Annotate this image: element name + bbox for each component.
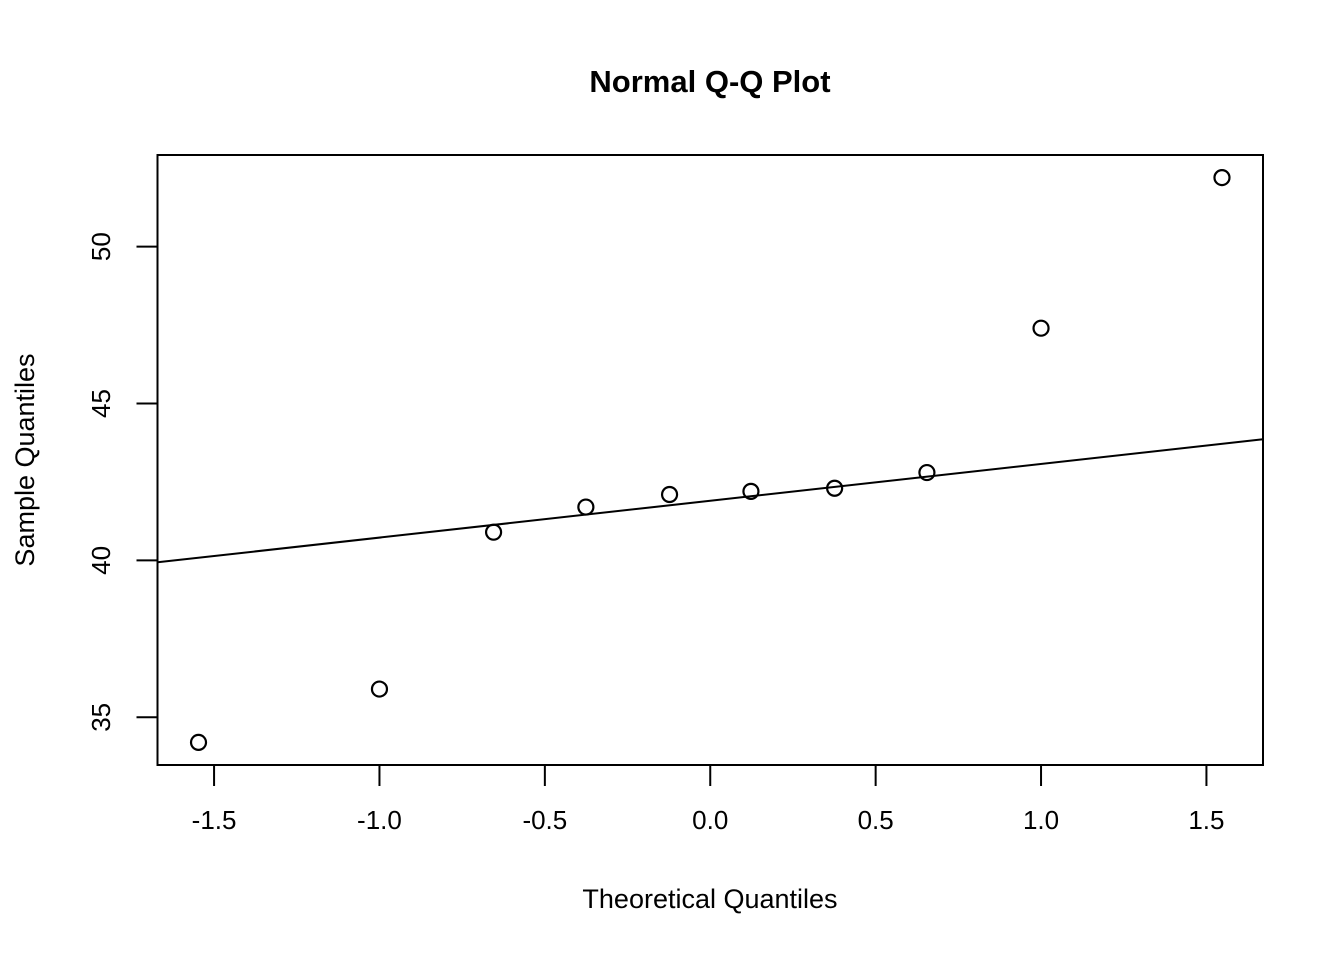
data-point [826, 479, 844, 497]
y-tick-label: 50 [86, 232, 116, 261]
data-point [660, 485, 679, 504]
x-tick-label: 1.0 [1023, 805, 1059, 835]
x-tick-label: -1.5 [192, 805, 237, 835]
y-axis-ticks: 35 40 45 50 [86, 232, 157, 732]
chart-title: Normal Q-Q Plot [589, 64, 830, 99]
data-point [484, 523, 503, 541]
x-axis-label: Theoretical Quantiles [582, 884, 837, 914]
x-tick-label: -0.5 [522, 805, 567, 835]
qq-reference-line [157, 438, 1264, 564]
data-point [1213, 168, 1231, 187]
data-point [918, 463, 936, 482]
data-point [577, 498, 595, 516]
data-point [189, 733, 208, 752]
y-tick-label: 45 [86, 389, 116, 418]
x-tick-label: 0.0 [692, 805, 728, 835]
y-axis-label: Sample Quantiles [10, 353, 40, 566]
reference-line-group [157, 438, 1264, 564]
plot-box [156, 154, 1264, 766]
data-point [1032, 319, 1050, 337]
data-point [370, 680, 389, 698]
x-tick-label: -1.0 [357, 805, 402, 835]
x-axis-ticks: -1.5 -1.0 -0.5 0.0 0.5 1.0 1.5 [192, 766, 1225, 835]
data-points [189, 168, 1231, 752]
y-tick-label: 40 [86, 546, 116, 575]
x-tick-label: 1.5 [1188, 805, 1224, 835]
x-tick-label: 0.5 [858, 805, 894, 835]
data-point [742, 482, 760, 500]
y-tick-label: 35 [86, 703, 116, 732]
